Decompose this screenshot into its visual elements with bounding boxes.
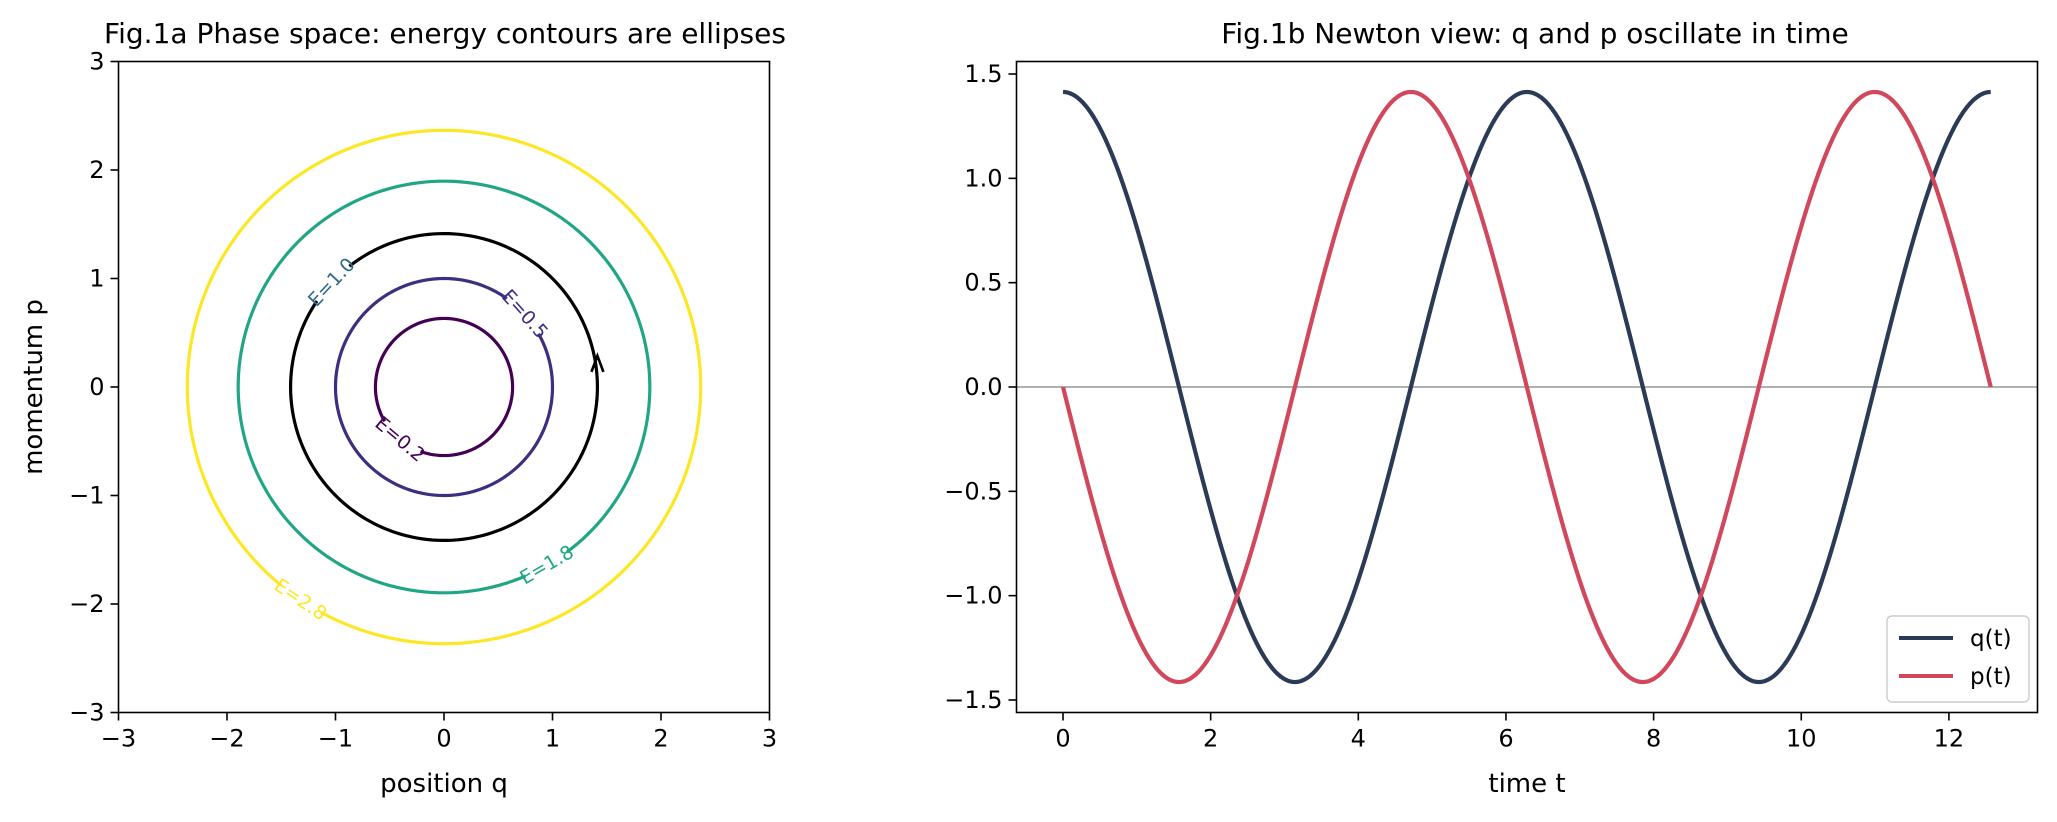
x-tick-label: 1	[545, 725, 560, 753]
series-group	[1060, 89, 1993, 685]
contour-group	[185, 128, 703, 646]
contour-labels: E=0.2 E=0.5 E=1.0 E=1.8 E=2.8	[270, 254, 577, 626]
contour-line-4	[185, 128, 703, 646]
x-tick-label: −2	[209, 725, 244, 753]
plot-frame	[117, 60, 771, 714]
chart-title: Fig.1a Phase space: energy contours are …	[104, 17, 786, 50]
x-axis: −3 −2 −1 0 1 2 3	[101, 712, 777, 753]
contour-line-1	[333, 276, 555, 498]
y-tick-label: 0.0	[964, 373, 1002, 401]
contour-label-4: E=2.8	[270, 574, 331, 625]
chart-title: Fig.1b Newton view: q and p oscillate in…	[1221, 17, 1848, 50]
contour-label-0: E=0.2	[371, 412, 430, 466]
y-tick-label: 0	[89, 373, 104, 401]
y-tick-label: 1.0	[964, 164, 1002, 192]
contour-label-2: E=1.0	[304, 254, 360, 312]
y-tick-label: −0.5	[944, 477, 1002, 505]
x-tick-label: 12	[1934, 725, 1965, 753]
x-tick-label: 3	[762, 725, 777, 753]
legend-label-q: q(t)	[1970, 626, 2012, 652]
x-tick-label: 2	[653, 725, 668, 753]
x-axis-label: time t	[1488, 769, 1565, 799]
y-tick-label: 1	[89, 265, 104, 293]
contour-label-3: E=1.8	[516, 541, 577, 589]
x-tick-label: 4	[1351, 725, 1366, 753]
time-series-panel: Fig.1b Newton view: q and p oscillate in…	[944, 17, 2039, 799]
y-tick-label: 2	[89, 156, 104, 184]
contour-label-1: E=0.5	[497, 285, 552, 343]
y-tick-label: −1	[69, 482, 104, 510]
x-tick-label: 8	[1646, 725, 1661, 753]
x-axis-label: position q	[380, 769, 508, 799]
legend-label-p: p(t)	[1970, 664, 2012, 690]
series-line-p(t)	[1060, 89, 1993, 685]
x-tick-label: −3	[101, 725, 136, 753]
y-tick-label: −1.0	[944, 582, 1002, 610]
y-tick-label: −2	[69, 590, 104, 618]
y-tick-label: 3	[89, 48, 104, 76]
y-tick-label: −3	[69, 699, 104, 727]
x-tick-label: 0	[436, 725, 451, 753]
x-tick-label: 2	[1203, 725, 1218, 753]
x-tick-label: 10	[1786, 725, 1817, 753]
series-line-q(t)	[1062, 89, 1991, 685]
y-axis: −1.5 −1.0 −0.5 0.0 0.5 1.0 1.5	[944, 60, 1017, 714]
contour-line-3	[236, 179, 652, 595]
y-tick-label: 1.5	[964, 60, 1002, 88]
legend: q(t) p(t)	[1886, 615, 2030, 703]
y-axis-label: momentum p	[19, 299, 49, 475]
x-tick-label: −1	[318, 725, 353, 753]
trajectory-arrow	[590, 352, 605, 373]
y-tick-label: −1.5	[944, 686, 1002, 714]
y-tick-label: 0.5	[964, 269, 1002, 297]
x-tick-label: 0	[1055, 725, 1070, 753]
phase-space-panel: Fig.1a Phase space: energy contours are …	[19, 17, 786, 799]
x-axis: 0 2 4 6 8 10 12	[1055, 712, 1965, 753]
y-axis: −3 −2 −1 0 1 2 3	[69, 48, 119, 727]
contour-line-0	[373, 316, 515, 458]
x-tick-label: 6	[1498, 725, 1513, 753]
contour-line-2	[288, 231, 600, 543]
